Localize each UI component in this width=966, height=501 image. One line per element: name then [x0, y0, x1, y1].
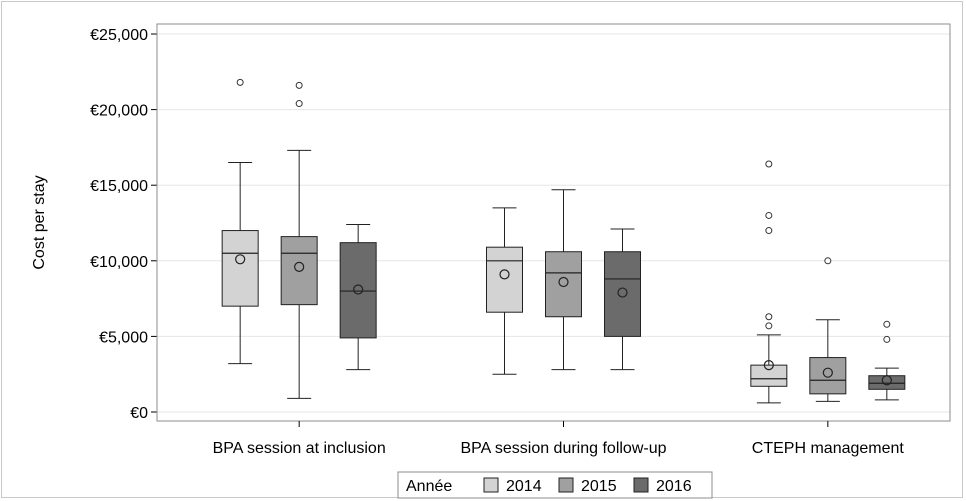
outlier-point: [295, 100, 303, 108]
box-iqr: [604, 251, 641, 337]
box-2015-2: [809, 257, 847, 402]
outlier-point: [765, 211, 773, 219]
box-2016-1: [604, 228, 641, 371]
outlier-point: [824, 257, 832, 265]
box-iqr: [486, 246, 523, 313]
outlier-point: [295, 81, 303, 89]
y-tick-label: €5,000: [99, 329, 148, 346]
legend-swatch-2015: [558, 477, 574, 493]
y-tick-label: €20,000: [90, 103, 148, 120]
outlier-point: [236, 78, 244, 86]
box-iqr: [545, 251, 582, 318]
box-2016-0: [339, 224, 377, 371]
mean-marker: [763, 360, 774, 371]
mean-marker: [822, 367, 833, 378]
mean-marker: [235, 254, 246, 265]
mean-marker: [499, 269, 510, 280]
box-2014-0: [221, 78, 259, 365]
mean-marker: [558, 276, 569, 288]
legend-label-2014: 2014: [506, 478, 542, 495]
mean-marker: [617, 287, 628, 298]
box-plot-marks: [221, 78, 906, 404]
box-2014-2: [750, 160, 788, 404]
box-2015-0: [280, 81, 318, 399]
box-2015-1: [545, 189, 582, 371]
box-iqr: [809, 357, 847, 395]
legend-title: Année: [406, 478, 452, 495]
outlier-point: [765, 313, 773, 321]
outlier-point: [765, 160, 773, 168]
y-tick-label: €15,000: [90, 178, 148, 195]
outlier-point: [765, 322, 773, 330]
legend-box: [397, 471, 713, 499]
outlier-point: [883, 335, 891, 343]
y-tick-label: €25,000: [90, 27, 148, 44]
x-axis-ticks: BPA session at inclusion BPA session duri…: [213, 421, 905, 457]
plot-area-border: [156, 23, 951, 422]
mean-marker: [881, 375, 892, 386]
box-iqr: [750, 364, 788, 387]
y-tick-label: €0: [130, 405, 148, 422]
outlier-point: [765, 227, 773, 235]
legend-swatch-2014: [483, 477, 499, 493]
outlier-point: [883, 320, 891, 328]
mean-marker: [353, 284, 364, 295]
x-tick-label: BPA session at inclusion: [213, 440, 386, 457]
x-tick-label: BPA session during follow-up: [460, 440, 666, 457]
y-tick-label: €10,000: [90, 254, 148, 271]
legend-label-2016: 2016: [656, 478, 692, 495]
box-iqr: [221, 230, 259, 307]
mean-marker: [294, 261, 305, 272]
box-iqr: [339, 242, 377, 339]
box-iqr: [868, 375, 906, 390]
y-axis-ticks: €0 €5,000 €10,000 €15,000 €20,000 €25,000: [90, 27, 157, 422]
box-2014-1: [486, 207, 523, 375]
legend: Année 2014 2015 2016: [397, 471, 713, 499]
y-axis-title: Cost per stay: [31, 175, 48, 269]
box-iqr: [280, 236, 318, 306]
legend-label-2015: 2015: [581, 478, 617, 495]
legend-swatch-2016: [633, 477, 649, 493]
x-tick-label: CTEPH management: [752, 440, 905, 457]
grid-lines: [157, 33, 950, 413]
box-2016-2: [868, 320, 906, 401]
